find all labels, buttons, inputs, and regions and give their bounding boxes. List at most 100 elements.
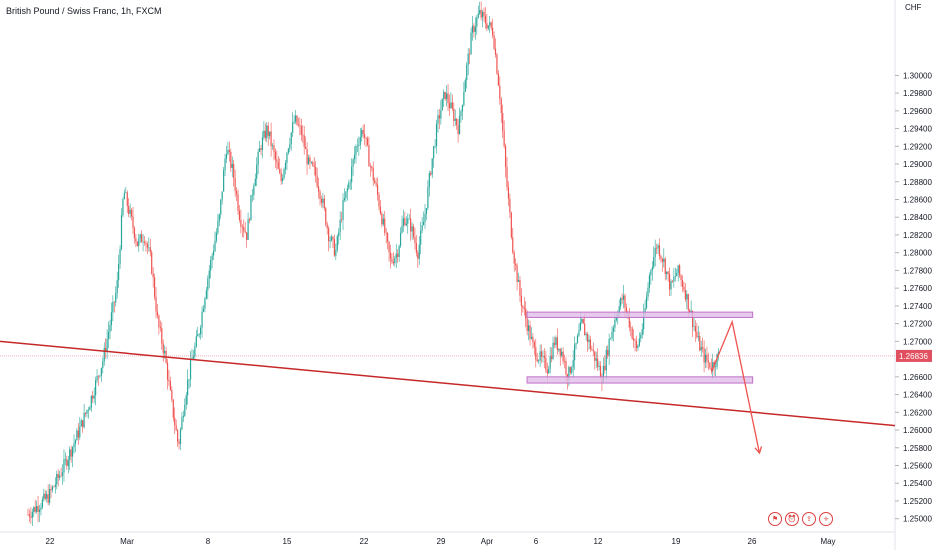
candle-body (358, 144, 360, 146)
candle-body (353, 154, 356, 160)
candle-body (309, 157, 311, 163)
candle-body (122, 199, 124, 216)
candle-body (128, 206, 130, 214)
candle-body (385, 232, 387, 234)
candle-body (717, 351, 720, 354)
candle-body (492, 27, 494, 36)
x-tick-label: 26 (748, 537, 757, 546)
candle-body (484, 15, 487, 24)
candle-body (574, 344, 576, 361)
candle-body (371, 166, 373, 169)
y-tick-label: 1.29000 (903, 160, 932, 169)
candle-body (105, 347, 107, 352)
candle-body (515, 263, 517, 266)
candle-body (684, 289, 686, 300)
candle-body (420, 230, 422, 245)
candle-body (361, 130, 363, 137)
candle-body (486, 23, 488, 29)
candle-body (483, 11, 485, 16)
flag-icon[interactable]: ⚑ (768, 512, 782, 526)
candle-body (235, 190, 238, 195)
candle-body (607, 349, 609, 356)
resistance-zone (526, 311, 754, 318)
y-tick-label: 1.29200 (903, 142, 932, 151)
candle-body (597, 358, 599, 367)
candle-body (133, 227, 136, 239)
candle-body (551, 356, 553, 359)
candle-body (168, 379, 170, 382)
candle-body (469, 53, 471, 55)
candle-body (146, 243, 148, 248)
candle-body (633, 338, 635, 341)
symbol-title: British Pound / Swiss Franc, 1h, FXCM (6, 6, 162, 16)
candle-body (282, 178, 284, 182)
candle-body (107, 331, 110, 339)
share-icon[interactable]: ⇪ (802, 512, 816, 526)
candle-body (89, 407, 91, 411)
candle-body (647, 287, 649, 297)
candle-body (76, 430, 78, 441)
candle-body (299, 125, 301, 126)
candle-body (530, 336, 533, 339)
candle-body (227, 150, 229, 155)
candle-body (379, 206, 382, 214)
candle-body (161, 328, 163, 344)
candle-body (177, 430, 179, 442)
candle-body (67, 460, 69, 467)
last-price-badge (896, 349, 932, 362)
candle-body (284, 162, 287, 170)
candle-body (525, 308, 527, 319)
candle-body (64, 459, 67, 460)
candle-body (559, 348, 561, 356)
candle-body (499, 85, 501, 100)
candle-body (303, 135, 305, 147)
x-tick-label: 22 (360, 537, 369, 546)
candle-body (674, 276, 676, 277)
candle-body (466, 64, 468, 81)
y-tick-label: 1.27600 (903, 284, 932, 293)
candle-body (123, 192, 125, 200)
candle-body (509, 198, 511, 213)
candle-body (654, 247, 656, 258)
candle-body (374, 180, 376, 184)
candle-body (174, 417, 176, 426)
candle-body (438, 115, 441, 119)
candle-body (306, 149, 308, 165)
candle-body (87, 410, 90, 411)
candle-body (279, 168, 281, 173)
candle-body (70, 449, 72, 457)
candle-body (549, 356, 551, 369)
candle-body (61, 472, 64, 476)
candle-body (614, 319, 616, 328)
y-tick-label: 1.25000 (903, 515, 932, 524)
candle-body (267, 125, 269, 136)
candle-body (535, 347, 537, 360)
candle-body (693, 326, 695, 327)
x-tick-label: 29 (437, 537, 446, 546)
candle-body (212, 251, 215, 256)
candle-body (663, 258, 665, 262)
candle-body (103, 347, 105, 362)
candle-body (628, 315, 630, 328)
add-icon[interactable]: + (819, 512, 833, 526)
candle-body (118, 263, 120, 281)
candle-body (60, 475, 62, 477)
candle-body (454, 118, 456, 121)
candle-body (205, 290, 207, 299)
candle-body (110, 312, 113, 326)
candle-body (339, 219, 341, 233)
candle-body (37, 505, 39, 512)
alert-icon[interactable]: ⏰ (785, 512, 799, 526)
candle-body (328, 228, 330, 242)
candle-body (63, 459, 65, 473)
candle-body (572, 360, 574, 368)
candle-body (248, 219, 251, 221)
candle-body (441, 98, 443, 111)
candle-body (247, 219, 249, 240)
candle-body (671, 281, 674, 282)
candle-body (362, 130, 364, 135)
candle-body (364, 134, 366, 138)
candle-body (648, 275, 651, 288)
candle-body (36, 505, 38, 512)
